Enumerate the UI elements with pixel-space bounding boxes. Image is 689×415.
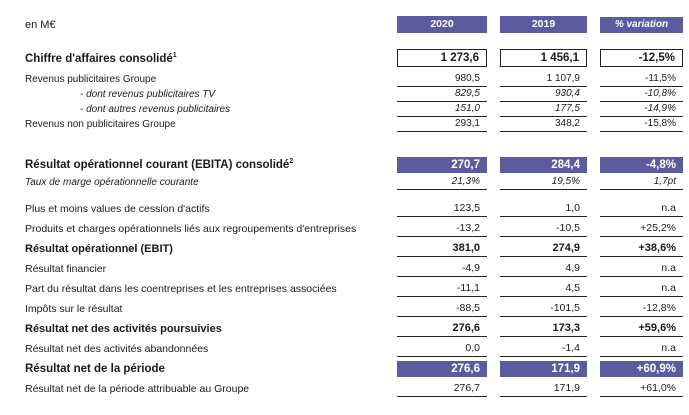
value-2019: 173,3 — [500, 322, 587, 337]
column-header-variation: % variation — [600, 16, 683, 33]
value-2020: 0,0 — [397, 342, 487, 357]
unit-label: en M€ — [25, 18, 56, 31]
table-row: Impôts sur le résultat -88,5 -101,5 -12,8% — [25, 297, 683, 317]
value-variation: -15,8% — [600, 118, 683, 132]
table-row: Résultat net des activités abandonnées 0,… — [25, 337, 683, 357]
value-variation: n.a — [600, 342, 683, 357]
value-2019: 19,5% — [500, 176, 587, 190]
table-row: - dont revenus publicitaires TV 829,5 930,… — [25, 87, 683, 102]
value-2019: 274,9 — [500, 242, 587, 257]
value-variation: n.a — [600, 262, 683, 277]
value-2020: -11,1 — [397, 282, 487, 297]
row-label: Résultat net des activités abandonnées — [25, 343, 209, 355]
value-2020: 276,6 — [397, 361, 487, 377]
table-row: Revenus publicitaires Groupe 980,5 1 107,9… — [25, 72, 683, 87]
value-variation: -10,8% — [600, 88, 683, 102]
value-2020: -4,9 — [397, 262, 487, 277]
table-row: Taux de marge opérationnelle courante 21,… — [25, 173, 683, 190]
table-row: Résultat financier -4,9 4,9 n.a — [25, 257, 683, 277]
row-label: Impôts sur le résultat — [25, 303, 123, 315]
value-variation: n.a — [600, 202, 683, 217]
row-label: - dont autres revenus publicitaires — [80, 104, 231, 115]
table-row: Revenus non publicitaires Groupe 293,1 348… — [25, 117, 683, 132]
value-variation: -12,8% — [600, 302, 683, 317]
value-variation: 1,7pt — [600, 176, 683, 190]
value-2019: -10,5 — [500, 222, 587, 237]
footnote-marker: 1 — [172, 52, 177, 60]
value-2019: 1 107,9 — [500, 73, 587, 87]
value-2019: 348,2 — [500, 118, 587, 132]
spacer-row — [25, 132, 683, 153]
column-header-2020: 2020 — [397, 16, 487, 33]
row-label: Taux de marge opérationnelle courante — [25, 177, 199, 188]
row-label: Résultat net des activités poursuivies — [25, 323, 222, 335]
row-label: Résultat net de la période attribuable a… — [25, 383, 250, 395]
value-2020: 980,5 — [397, 73, 487, 87]
value-2019: 4,5 — [500, 282, 587, 297]
value-variation: -11,5% — [600, 73, 683, 87]
value-2020: -88,5 — [397, 302, 487, 317]
value-2019: 4,9 — [500, 262, 587, 277]
value-2019: -101,5 — [500, 302, 587, 317]
row-label: Revenus non publicitaires Groupe — [25, 119, 176, 130]
value-2020: 381,0 — [397, 242, 487, 257]
table-row: Résultat net de la période attribuable a… — [25, 377, 683, 397]
value-2020: 151,0 — [397, 103, 487, 117]
value-variation: n.a — [600, 282, 683, 297]
row-label: Plus et moins values de cession d'actifs — [25, 203, 210, 215]
value-2020: 829,5 — [397, 88, 487, 102]
row-label: Revenus publicitaires Groupe — [25, 74, 157, 85]
value-2020: 276,6 — [397, 322, 487, 337]
footnote-marker: 2 — [289, 158, 294, 166]
value-2019: 1,0 — [500, 202, 587, 217]
row-label: Part du résultat dans les coentreprises … — [25, 283, 337, 295]
row-label: Résultat net de la période — [25, 363, 165, 375]
value-variation: +60,9% — [600, 361, 683, 377]
value-2019: 177,5 — [500, 103, 587, 117]
value-2019: 930,4 — [500, 88, 587, 102]
table-row: Résultat opérationnel courant (EBITA) co… — [25, 153, 683, 173]
spacer-row — [25, 190, 683, 197]
value-2020: -13,2 — [397, 222, 487, 237]
value-2019: 171,9 — [500, 382, 587, 397]
value-2020: 293,1 — [397, 118, 487, 132]
value-2020: 1 273,6 — [397, 49, 487, 67]
value-2019: 1 456,1 — [500, 49, 587, 67]
table-header: en M€ 2020 2019 % variation — [25, 16, 683, 33]
value-2019: -1,4 — [500, 342, 587, 357]
value-2020: 270,7 — [397, 157, 487, 173]
row-label: - dont revenus publicitaires TV — [80, 89, 216, 100]
column-header-2019: 2019 — [500, 16, 587, 33]
table-row: Plus et moins values de cession d'actifs… — [25, 197, 683, 217]
table-row: Résultat net des activités poursuivies 27… — [25, 317, 683, 337]
table-row: Résultat net de la période 276,6 171,9 +60,… — [25, 357, 683, 377]
value-variation: +25,2% — [600, 222, 683, 237]
table-body: Chiffre d'affaires consolidé1 1 273,6 1 45… — [25, 46, 683, 397]
row-label: Résultat opérationnel (EBIT) — [25, 243, 173, 255]
value-variation: +59,6% — [600, 322, 683, 337]
table-row: Chiffre d'affaires consolidé1 1 273,6 1 45… — [25, 46, 683, 67]
table-row: Produits et charges opérationnels liés a… — [25, 217, 683, 237]
value-2020: 21,3% — [397, 176, 487, 190]
value-2019: 284,4 — [500, 157, 587, 173]
value-variation: -4,8% — [600, 157, 683, 173]
row-label: Chiffre d'affaires consolidé1 — [25, 52, 177, 65]
value-variation: +38,6% — [600, 242, 683, 257]
row-label: Produits et charges opérationnels liés a… — [25, 223, 357, 235]
table-row: - dont autres revenus publicitaires 151,0… — [25, 102, 683, 117]
value-variation: +61,0% — [600, 382, 683, 397]
table-row: Part du résultat dans les coentreprises … — [25, 277, 683, 297]
table-row: Résultat opérationnel (EBIT) 381,0 274,9 +3… — [25, 237, 683, 257]
value-2020: 276,7 — [397, 382, 487, 397]
row-label: Résultat opérationnel courant (EBITA) co… — [25, 158, 294, 171]
value-variation: -14,9% — [600, 103, 683, 117]
row-label: Résultat financier — [25, 263, 107, 275]
value-2020: 123,5 — [397, 202, 487, 217]
value-2019: 171,9 — [500, 361, 587, 377]
value-variation: -12,5% — [600, 49, 683, 67]
